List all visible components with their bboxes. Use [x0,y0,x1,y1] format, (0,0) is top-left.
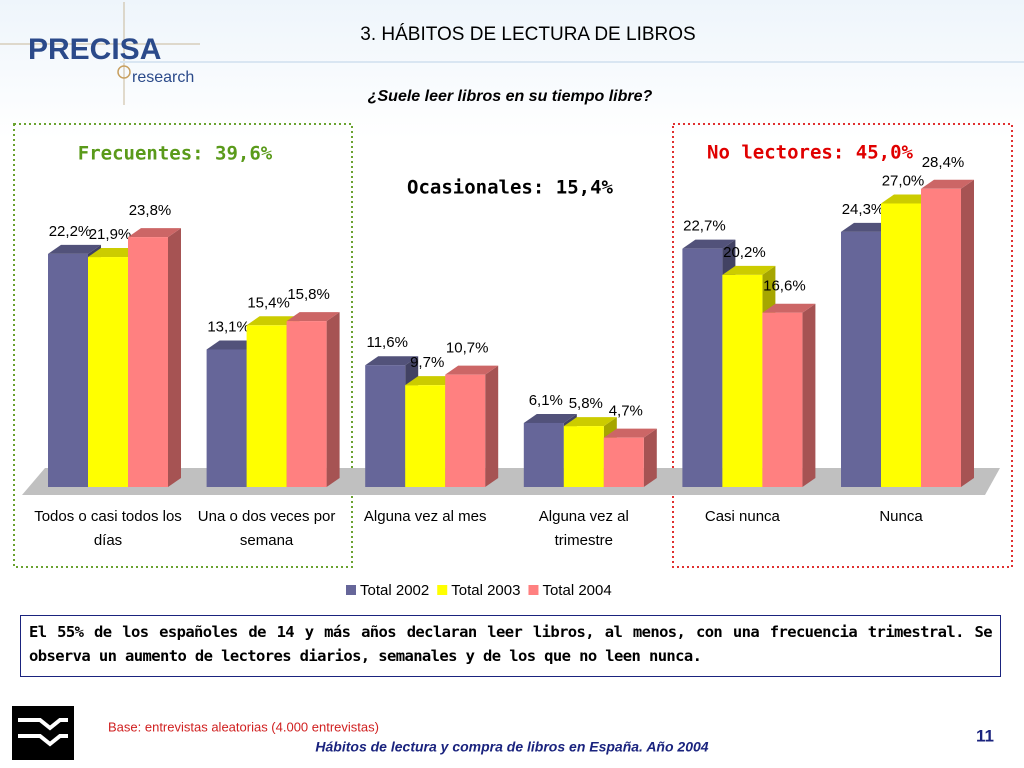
x-tick-label: Casi nunca [704,508,780,525]
value-label: 22,2% [49,223,92,240]
bar-front [722,274,763,487]
x-tick-label: Nunca [879,508,923,525]
value-label: 10,7% [446,340,489,357]
value-label: 22,7% [683,218,726,235]
bar-top [405,376,459,386]
bar-front [445,374,486,487]
bar-top [246,316,300,326]
value-label: 6,1% [529,392,563,409]
value-label: 21,9% [89,226,132,243]
bar-top [88,248,141,258]
bar-top [206,340,260,350]
bar-top [445,365,499,375]
value-label: 5,8% [569,395,603,412]
value-label: 13,1% [207,318,250,335]
value-label: 24,3% [842,201,885,218]
bar-side [485,365,499,487]
chart-title: 3. HÁBITOS DE LECTURA DE LIBROS [360,24,695,45]
group-box [13,123,353,568]
bar-side [643,428,657,487]
bar-front [563,426,604,487]
bar-top [603,428,657,438]
bar-top [762,303,816,313]
bar-top [48,244,101,254]
bar-top [563,417,617,427]
bar-front [841,231,881,487]
value-label: 4,7% [609,403,643,420]
footer-logo [12,706,74,760]
logo-tagline: research [132,69,194,86]
value-label: 16,6% [763,278,806,295]
group-box [672,123,1013,568]
legend-label: Total 2002 [360,582,429,599]
bar-front [762,312,803,487]
bar-front [286,321,327,487]
logo-circle [117,65,131,79]
footer-base: Base: entrevistas aleatorias (4.000 entr… [108,719,379,734]
bar-top [523,413,577,423]
annotation: Frecuentes: 39,6% [78,143,273,165]
bar-top [841,222,894,232]
value-label: 11,6% [366,334,407,351]
bar-front [246,325,287,487]
value-label: 20,2% [723,244,766,261]
bar-front [206,349,247,487]
bar-side [326,312,340,487]
bar-front [523,422,564,487]
x-tick-label: Alguna vez al mes [363,508,487,525]
annotation: Ocasionales: 15,4% [407,177,613,199]
bar [445,365,499,487]
value-label: 27,0% [882,172,925,189]
bar-front [88,257,128,487]
bar-front [603,437,644,487]
bar-front [128,237,168,487]
value-label: 15,4% [247,294,290,311]
bar-front [921,188,961,488]
value-label: 23,8% [129,202,172,219]
bar [286,312,340,487]
legend-label: Total 2003 [451,582,520,599]
legend-swatch [528,585,539,595]
logo-name: PRECISA [28,33,161,66]
bar-side [961,179,974,488]
footer-source: Hábitos de lectura y compra de libros en… [315,739,708,755]
x-tick-label: Una o dos veces por semana [197,508,336,549]
bar [128,228,181,487]
bar [603,428,657,487]
bar [921,179,974,488]
bar-top [682,239,736,249]
annotation: No lectores: 45,0% [707,142,913,164]
page-number: 11 [976,726,994,745]
value-label: 28,4% [922,154,965,171]
bar-front [881,203,921,487]
bar-front [405,385,446,487]
value-label: 15,8% [287,286,330,303]
bar-side [168,228,181,487]
bar-front [682,248,723,487]
bar-front [48,253,88,487]
bar-front [365,365,406,487]
x-tick-label: Alguna vez al trimestre [538,508,629,549]
chart-subtitle: ¿Suele leer libros en su tiempo libre? [368,88,653,105]
legend-swatch [346,585,356,595]
legend-swatch [437,585,448,595]
bar [762,303,816,487]
legend-label: Total 2004 [542,582,611,599]
bar-top [128,228,181,238]
x-tick-label: Todos o casi todos los días [34,508,182,549]
bar-top [365,356,419,366]
bar-top [722,265,776,275]
bar-side [802,303,816,487]
bar-top [286,312,340,322]
value-label: 9,7% [410,354,444,371]
bar-top [921,179,974,189]
summary: El 55% de los españoles de 14 y más años… [20,615,1001,677]
bar-top [881,194,934,204]
footer-logo-mark [18,718,68,747]
